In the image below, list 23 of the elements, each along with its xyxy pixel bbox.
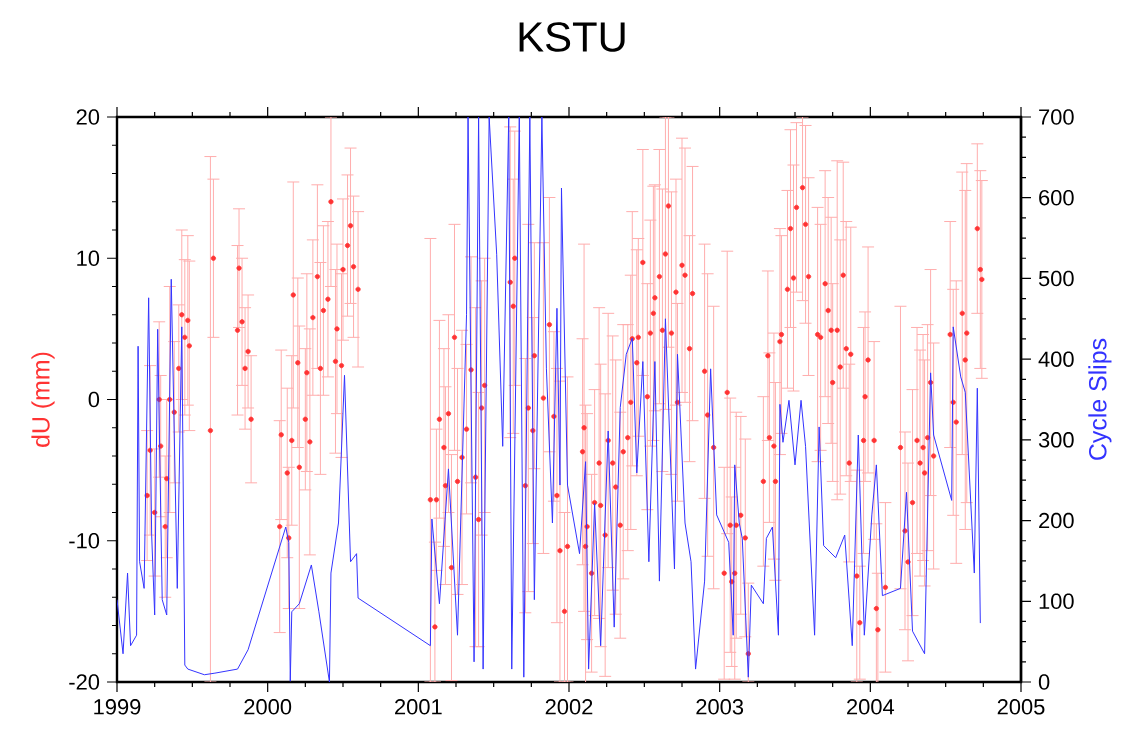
x-tick-label: 2000 (244, 699, 292, 715)
y-tick-label: -20 (69, 674, 100, 690)
y2-tick-label: 300 (1038, 432, 1074, 448)
y2-tick-label: 600 (1039, 189, 1074, 206)
y-axis-title: dU (mm) (31, 352, 55, 447)
y2-tick-label: 400 (1038, 351, 1074, 367)
x-tick-label: 1999 (94, 699, 141, 715)
y-tick-label: 0 (88, 391, 100, 408)
x-tick-label: 2005 (997, 699, 1045, 715)
y-tick-label: -10 (69, 533, 100, 549)
x-tick-label: 2001 (395, 699, 442, 715)
y-tick-label: 10 (77, 250, 100, 267)
y2-tick-label: 700 (1039, 109, 1074, 125)
y2-tick-label: 200 (1039, 512, 1074, 529)
y2-axis-title: Cycle Slips (1088, 338, 1112, 460)
y2-tick-label: 100 (1039, 593, 1074, 610)
y-tick-label: 20 (76, 109, 100, 125)
x-tick-label: 2003 (696, 699, 744, 715)
x-tick-label: 2002 (545, 699, 593, 715)
y2-tick-label: 500 (1038, 270, 1074, 287)
x-tick-label: 2004 (847, 699, 895, 715)
y2-tick-label: 0 (1038, 674, 1050, 690)
chart-title: KSTU (519, 22, 625, 52)
